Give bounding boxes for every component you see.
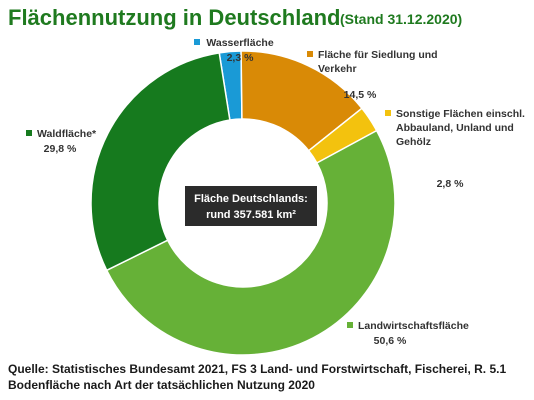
slice-value-1: 14,5 % <box>344 89 377 101</box>
legend-swatch-1 <box>307 51 313 57</box>
footer-source-line-2: Bodenfläche nach Art der tatsächlichen N… <box>8 378 315 392</box>
slice-4 <box>90 52 231 272</box>
chart-title: Flächennutzung in Deutschland <box>8 5 340 30</box>
center-label-box: Fläche Deutschlands: rund 357.581 km² <box>185 186 317 226</box>
legend-swatch-2 <box>385 110 391 116</box>
center-label-line-1: Fläche Deutschlands: <box>194 193 308 205</box>
center-label-line-2: rund 357.581 km² <box>206 209 296 221</box>
slice-value-3: 50,6 % <box>374 335 407 347</box>
slice-label-2-line-0: Sonstige Flächen einschl. <box>396 108 525 120</box>
slice-label-2-line-1: Abbauland, Unland und <box>396 122 514 134</box>
slice-value-4: 29,8 % <box>44 143 77 155</box>
slice-label-4-line-0: Waldfläche* <box>37 128 97 140</box>
legend-swatch-0 <box>194 39 200 45</box>
chart-subtitle: (Stand 31.12.2020) <box>340 11 462 27</box>
slice-labels: Wasserfläche 2,3 % Fläche für Siedlung und… <box>26 37 525 347</box>
slice-label-0-line-0: Wasserfläche <box>206 37 273 49</box>
legend-swatch-4 <box>26 130 32 136</box>
legend-swatch-3 <box>347 322 353 328</box>
slice-value-0: 2,3 % <box>227 52 255 64</box>
slice-3 <box>105 129 396 356</box>
footer-source-line-1: Quelle: Statistisches Bundesamt 2021, FS… <box>8 362 506 376</box>
slice-label-1-line-0: Fläche für Siedlung und <box>318 49 438 61</box>
donut-slices <box>90 50 396 356</box>
slice-label-3-line-0: Landwirtschaftsfläche <box>358 320 469 332</box>
slice-label-1-line-1: Verkehr <box>318 63 357 75</box>
slice-value-2: 2,8 % <box>437 178 465 190</box>
slice-label-2-line-2: Gehölz <box>396 136 431 148</box>
